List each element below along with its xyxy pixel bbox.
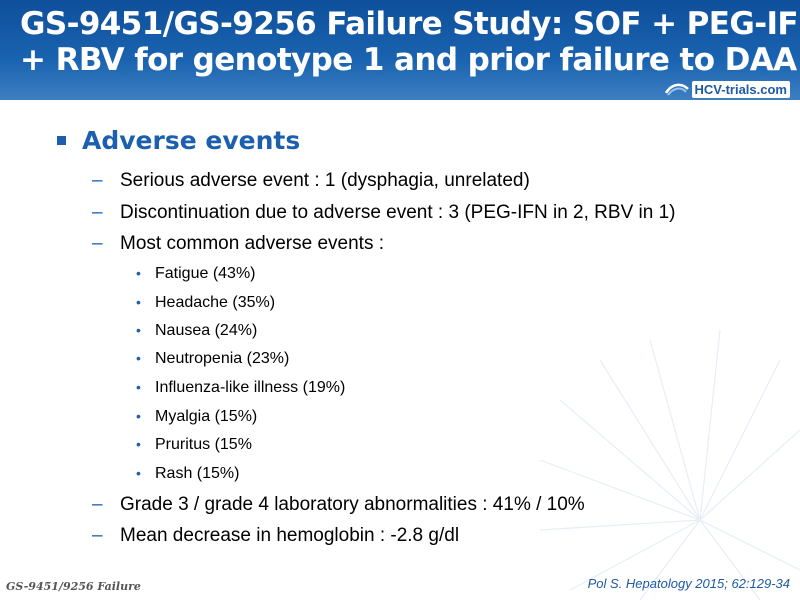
slide-title: GS-9451/GS-9256 Failure Study: SOF + PEG… — [20, 6, 800, 78]
bullet-discontinuation: – Discontinuation due to adverse event :… — [92, 202, 676, 224]
bullet-text: Mean decrease in hemoglobin : -2.8 g/dl — [120, 525, 460, 546]
sub-bullet-text: Rash (15%) — [155, 465, 240, 482]
bullet-lab-abnormalities: – Grade 3 / grade 4 laboratory abnormali… — [92, 494, 585, 516]
dot-bullet-icon: • — [136, 322, 141, 338]
dot-bullet-icon: • — [136, 408, 141, 424]
sub-bullet-text: Neutropenia (23%) — [155, 350, 290, 367]
dash-bullet-icon: – — [92, 170, 103, 191]
dash-bullet-icon: – — [92, 233, 103, 254]
bullet-hemoglobin: – Mean decrease in hemoglobin : -2.8 g/d… — [92, 525, 459, 547]
sub-bullet-neutropenia: • Neutropenia (23%) — [136, 350, 289, 368]
sub-bullet-influenza: • Influenza-like illness (19%) — [136, 379, 345, 397]
bullet-text: Serious adverse event : 1 (dysphagia, un… — [120, 170, 530, 191]
footer-study-name: GS-9451/9256 Failure — [6, 580, 141, 593]
title-line-1: GS-9451/GS-9256 Failure Study: SOF + PEG… — [20, 6, 800, 42]
sub-bullet-text: Myalgia (15%) — [155, 408, 258, 425]
sub-bullet-text: Influenza-like illness (19%) — [155, 379, 346, 396]
bullet-text: Grade 3 / grade 4 laboratory abnormaliti… — [120, 494, 585, 515]
sub-bullet-text: Headache (35%) — [155, 294, 276, 311]
bullet-common-ae: – Most common adverse events : — [92, 233, 384, 255]
sub-bullet-rash: • Rash (15%) — [136, 465, 239, 483]
footer-citation: Pol S. Hepatology 2015; 62:129-34 — [587, 576, 790, 591]
sub-bullet-text: Fatigue (43%) — [155, 265, 256, 282]
dot-bullet-icon: • — [136, 265, 141, 281]
title-line-2: + RBV for genotype 1 and prior failure t… — [20, 42, 797, 78]
sub-bullet-pruritus: • Pruritus (15% — [136, 436, 252, 454]
dash-bullet-icon: – — [92, 525, 103, 546]
sub-bullet-headache: • Headache (35%) — [136, 294, 275, 312]
dot-bullet-icon: • — [136, 379, 141, 395]
section-heading: Adverse events — [82, 126, 301, 155]
logo-swirl-icon — [664, 83, 689, 96]
hcv-trials-logo: HCV-trials.com — [664, 78, 790, 100]
dot-bullet-icon: • — [136, 465, 141, 481]
dash-bullet-icon: – — [92, 202, 103, 223]
square-bullet-icon — [57, 136, 66, 145]
sub-bullet-text: Pruritus (15% — [155, 436, 252, 453]
sub-bullet-fatigue: • Fatigue (43%) — [136, 265, 256, 283]
heading-bullet: Adverse events — [57, 126, 300, 155]
dash-bullet-icon: – — [92, 494, 103, 515]
bullet-text: Discontinuation due to adverse event : 3… — [120, 202, 676, 223]
sub-bullet-myalgia: • Myalgia (15%) — [136, 408, 257, 426]
dot-bullet-icon: • — [136, 294, 141, 310]
sub-bullet-text: Nausea (24%) — [155, 322, 258, 339]
bullet-serious-ae: – Serious adverse event : 1 (dysphagia, … — [92, 170, 530, 192]
sub-bullet-nausea: • Nausea (24%) — [136, 322, 257, 340]
dot-bullet-icon: • — [136, 350, 141, 366]
logo-text: HCV-trials.com — [691, 80, 790, 98]
slide-header: GS-9451/GS-9256 Failure Study: SOF + PEG… — [0, 0, 800, 100]
bullet-text: Most common adverse events : — [120, 233, 384, 254]
dot-bullet-icon: • — [136, 436, 141, 452]
